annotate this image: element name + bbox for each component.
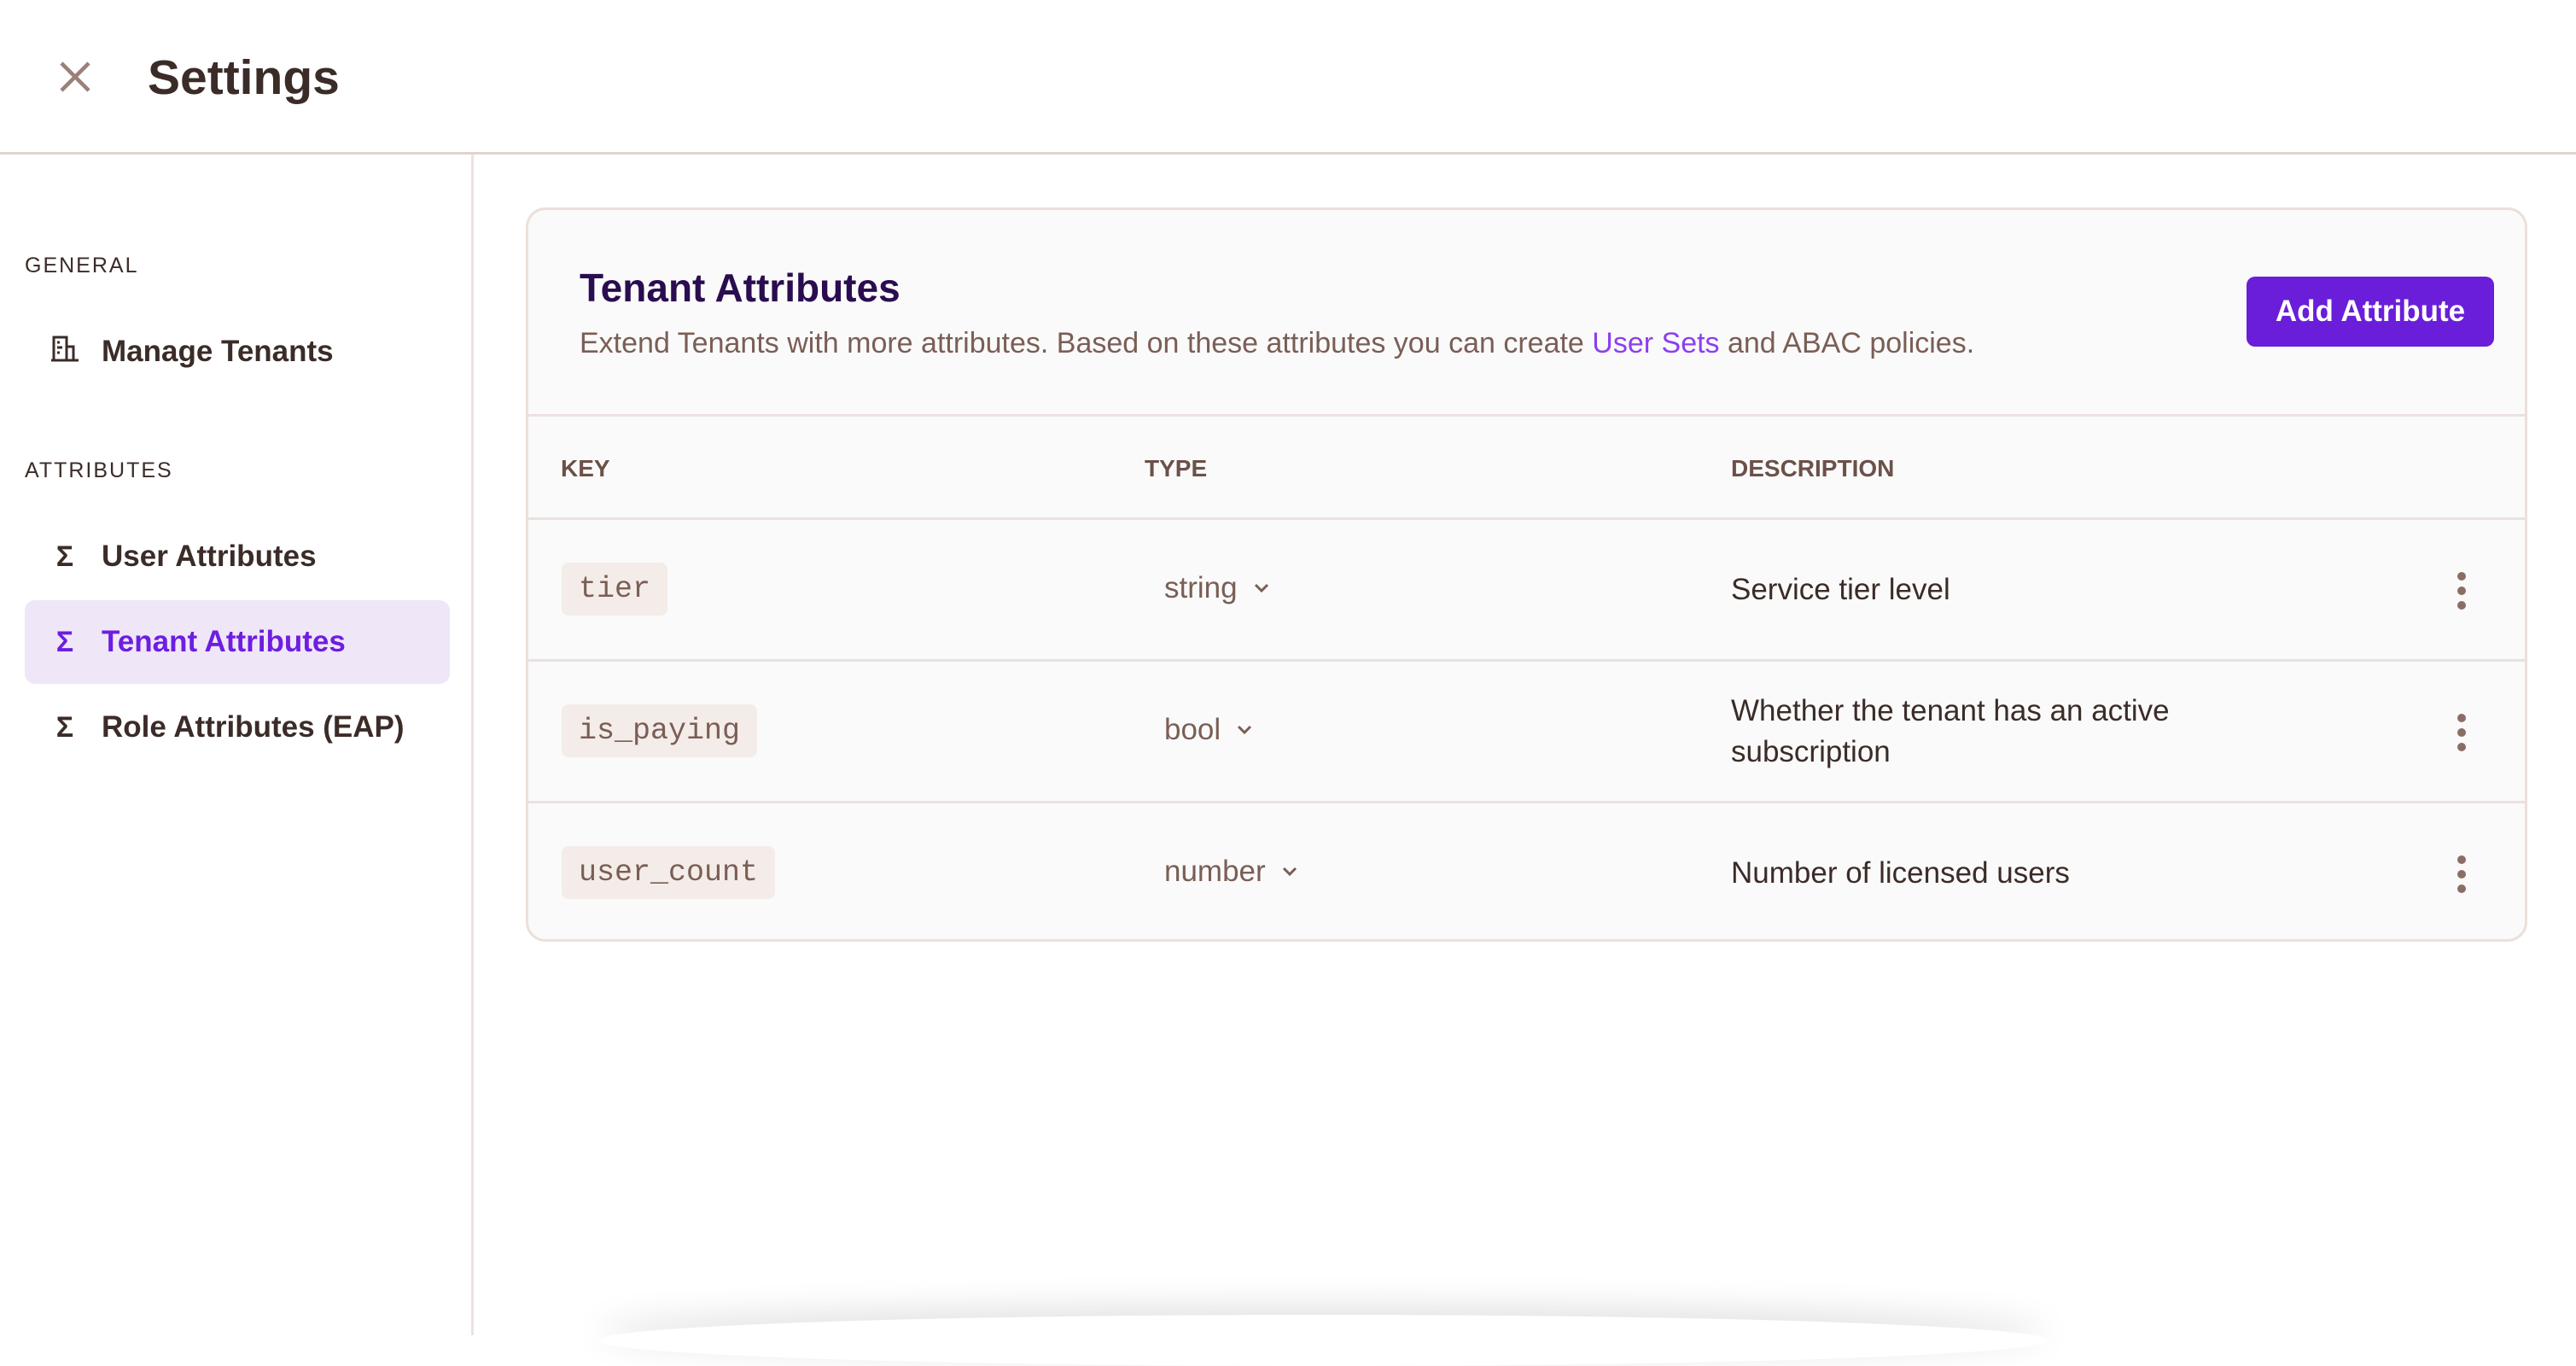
chevron-down-icon [1238, 725, 1252, 735]
table-row: is_paying bool Whether the tenant has an… [528, 662, 2525, 803]
sidebar-item-label: Role Attributes (EAP) [102, 710, 405, 744]
column-header-type: TYPE [1145, 455, 1208, 482]
sidebar-item-label: Manage Tenants [102, 335, 334, 368]
attribute-description: Whether the tenant has an active subscri… [1731, 694, 2170, 768]
user-sets-link[interactable]: User Sets [1592, 327, 1720, 359]
chevron-down-icon [1282, 867, 1297, 877]
close-icon[interactable] [56, 58, 94, 96]
tenant-attributes-card: Tenant Attributes Extend Tenants with mo… [526, 207, 2527, 942]
card-description: Extend Tenants with more attributes. Bas… [580, 327, 1974, 360]
building-icon [45, 335, 85, 370]
column-header-key: KEY [561, 455, 610, 482]
sidebar-item-manage-tenants[interactable]: Manage Tenants [25, 310, 450, 394]
divider [528, 659, 2525, 662]
table-row: user_count number Number of licensed use… [528, 803, 2525, 939]
attribute-description: Number of licensed users [1731, 856, 2070, 890]
chevron-down-icon [1254, 583, 1268, 593]
sidebar-item-user-attributes[interactable]: Σ User Attributes [25, 515, 450, 598]
sidebar-item-tenant-attributes[interactable]: Σ Tenant Attributes [25, 600, 450, 684]
attribute-key: is_paying [562, 704, 758, 757]
more-options-icon[interactable] [2445, 853, 2479, 896]
column-header-description: DESCRIPTION [1731, 455, 1895, 482]
table-row: tier string Service tier level [528, 520, 2525, 661]
divider [528, 801, 2525, 803]
bottom-shadow [597, 1315, 2049, 1366]
type-value: bool [1164, 713, 1221, 746]
type-value: number [1164, 855, 1266, 888]
sidebar-item-label: Tenant Attributes [102, 625, 346, 658]
attribute-description: Service tier level [1731, 573, 1950, 606]
section-general: GENERAL [25, 254, 139, 277]
attribute-key: user_count [562, 846, 776, 899]
more-options-icon[interactable] [2445, 711, 2479, 754]
sigma-icon: Σ [55, 710, 74, 744]
type-select[interactable]: number [1164, 855, 1298, 889]
sidebar-item-label: User Attributes [102, 540, 317, 573]
divider [528, 414, 2525, 417]
header: Settings [0, 0, 2576, 155]
type-select[interactable]: string [1164, 571, 1270, 605]
type-value: string [1164, 571, 1238, 604]
card-title: Tenant Attributes [580, 266, 900, 310]
add-attribute-button[interactable]: Add Attribute [2247, 277, 2494, 347]
sigma-icon: Σ [55, 625, 74, 658]
page-title: Settings [148, 50, 340, 105]
section-attributes: ATTRIBUTES [25, 458, 173, 482]
sidebar: GENERAL Manage Tenants ATTRIBUTES Σ User… [0, 155, 474, 1335]
sigma-icon: Σ [55, 540, 74, 573]
divider [528, 517, 2525, 520]
attribute-key: tier [562, 563, 668, 616]
more-options-icon[interactable] [2445, 569, 2479, 612]
type-select[interactable]: bool [1164, 713, 1253, 747]
sidebar-item-role-attributes[interactable]: Σ Role Attributes (EAP) [25, 686, 450, 769]
description-text: and ABAC policies. [1719, 327, 1975, 359]
description-text: Extend Tenants with more attributes. Bas… [580, 327, 1593, 359]
